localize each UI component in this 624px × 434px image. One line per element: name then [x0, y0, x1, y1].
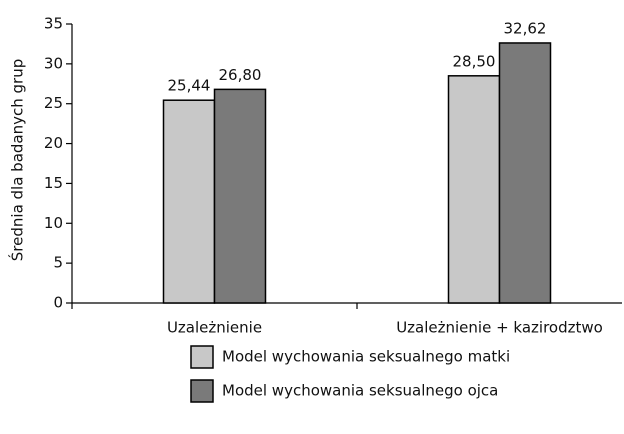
bar: [498, 42, 552, 304]
x-tick-label: Uzależnienie + kazirodztwo: [396, 319, 603, 337]
legend-swatch: [190, 345, 214, 369]
y-axis-label: Średnia dla badanych grup: [8, 59, 27, 261]
y-tick-label: 5: [53, 254, 63, 272]
value-label: 26,80: [219, 66, 262, 84]
y-tick-label: 20: [44, 134, 63, 152]
bar: [213, 88, 267, 304]
y-tick-label: 0: [53, 294, 63, 312]
y-tick-label: 35: [44, 15, 63, 33]
legend-label: Model wychowania seksualnego ojca: [222, 382, 498, 400]
x-tick-label: Uzależnienie: [167, 319, 262, 337]
value-label: 28,50: [453, 52, 496, 70]
y-tick-label: 25: [44, 94, 63, 112]
bar: [162, 99, 216, 304]
y-tick-label: 15: [44, 174, 63, 192]
y-tick-label: 10: [44, 214, 63, 232]
bar: [447, 75, 501, 304]
legend-label: Model wychowania seksualnego matki: [222, 348, 510, 366]
legend-swatch: [190, 379, 214, 403]
value-label: 25,44: [168, 77, 211, 95]
y-tick-label: 30: [44, 54, 63, 72]
value-label: 32,62: [504, 19, 547, 37]
